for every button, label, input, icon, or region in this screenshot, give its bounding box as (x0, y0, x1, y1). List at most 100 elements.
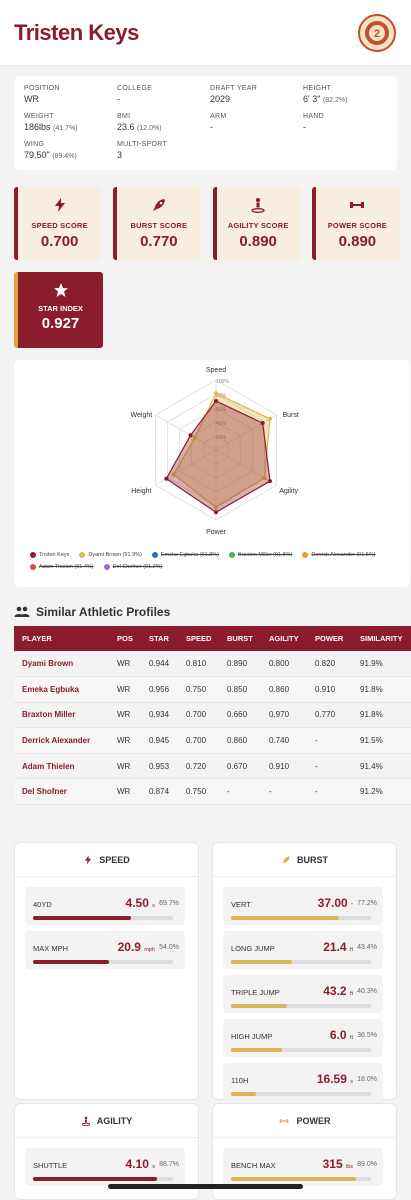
info-draft-year: DRAFT YEAR 2029 (210, 85, 258, 104)
player-name-cell[interactable]: Dyami Brown (14, 651, 109, 678)
col-similarity[interactable]: SIMILARITY (352, 626, 411, 651)
metric-label: VERT (231, 900, 251, 909)
radar-point (171, 472, 176, 477)
legend-label: Tristen Keys (39, 552, 70, 558)
info-wing: WING 79.50" (89.4%) (24, 141, 77, 160)
legend-item[interactable]: Del Shofner (91.2%) (103, 564, 162, 570)
metric-bar-fill (33, 960, 109, 964)
col-agility[interactable]: AGILITY (261, 626, 307, 651)
info-arm: ARM - (210, 113, 227, 132)
metric-label: HIGH JUMP (231, 1032, 273, 1041)
table-cell: 0.700 (178, 702, 219, 729)
legend-item[interactable]: Braxton Miller (91.8%) (228, 552, 292, 558)
power-panel-title: POWER (296, 1115, 331, 1126)
player-name-cell[interactable]: Emeka Egbuka (14, 676, 109, 703)
home-indicator[interactable] (108, 1184, 303, 1189)
table-cell: 91.5% (352, 727, 411, 754)
table-cell: WR (109, 676, 141, 703)
player-name-cell[interactable]: Del Shofner (14, 778, 109, 806)
legend-item[interactable]: Adam Thielen (91.4%) (30, 564, 94, 570)
metric-bar-fill (231, 1177, 356, 1181)
col-star[interactable]: STAR (141, 626, 178, 651)
table-cell: 0.874 (141, 778, 178, 806)
table-row[interactable]: Braxton Miller WR 0.934 0.700 0.660 0.970 0.77… (14, 702, 411, 729)
table-row[interactable]: Emeka Egbuka WR 0.956 0.750 0.850 0.860 0.910 9… (14, 676, 411, 703)
table-cell: 0.670 (219, 753, 261, 780)
player-name-cell[interactable]: Braxton Miller (14, 702, 109, 729)
agility-panel-title: AGILITY (96, 1115, 133, 1126)
metric-value: 21.4 ft (323, 940, 353, 954)
table-row[interactable]: Adam Thielen WR 0.953 0.720 0.670 0.910-91.4% (14, 753, 411, 780)
legend-label: Derrick Alexander (91.5%) (311, 552, 376, 558)
radar-point (260, 421, 265, 426)
metric-label: SHUTTLE (33, 1161, 68, 1170)
table-row[interactable]: Del Shofner WR 0.874 0.750- - -91.2% (14, 778, 411, 806)
legend-item[interactable]: Emeka Egbuka (91.8%) (151, 552, 219, 558)
metric-value: 20.9 mph (117, 940, 155, 954)
radar-axis-line (215, 414, 277, 451)
info-multi-sport: MULTI-SPORT 3 (117, 141, 168, 160)
metric-bar-fill (231, 960, 292, 964)
col-speed[interactable]: SPEED (178, 626, 219, 651)
table-cell: 0.910 (261, 753, 307, 780)
users-icon (14, 606, 30, 617)
radar-point (214, 505, 218, 510)
player-name-cell[interactable]: Adam Thielen (14, 753, 109, 780)
burst-score-label: BURST SCORE (130, 221, 188, 230)
agility-panel-header: AGILITY (15, 1104, 198, 1138)
power-panel-header: POWER (213, 1104, 396, 1138)
speed-score-card: SPEED SCORE 0.700 (14, 187, 102, 260)
player-name-cell[interactable]: Derrick Alexander (14, 727, 109, 754)
speed-panel: SPEED 40YD 4.50 s 69.7% MAX MPH 20.9 mph 54.0… (14, 842, 199, 1100)
similar-profiles-title: Similar Athletic Profiles (36, 605, 171, 619)
metric-percentile: 43.4% (357, 944, 377, 951)
similar-profiles-table: PLAYER POS STAR SPEED BURST AGILITY POWE… (14, 626, 411, 806)
table-row[interactable]: Dyami Brown WR 0.944 0.810 0.890 0.800 0.820 91… (14, 651, 411, 678)
speed-score-label: SPEED SCORE (31, 221, 88, 230)
table-cell: 0.860 (261, 676, 307, 703)
table-cell: 0.953 (141, 753, 178, 780)
legend-item[interactable]: Tristen Keys (30, 552, 69, 558)
radar-point (214, 391, 218, 396)
col-player[interactable]: PLAYER (14, 626, 109, 651)
legend-item[interactable]: Derrick Alexander (91.5%) (302, 552, 376, 558)
legend-row-1: Tristen Keys Dyami Brown (91.9%) Emeka Egb… (30, 552, 390, 558)
col-pos[interactable]: POS (109, 626, 141, 651)
info-hand: HAND - (303, 113, 325, 132)
radar-axis-label: Burst (282, 412, 298, 419)
metric-bar-track (231, 1048, 371, 1052)
speed-panel-title: SPEED (99, 854, 130, 865)
metric-40yd: 40YD 4.50 s 69.7% (25, 887, 185, 925)
table-cell: 91.4% (352, 753, 411, 780)
metric-bar-track (33, 916, 173, 920)
power-score-card: POWER SCORE 0.890 (311, 187, 399, 260)
radar-axis-label: Agility (279, 488, 298, 495)
metric-value: 37.00 " (317, 896, 353, 910)
metric-high-jump: HIGH JUMP 6.0 ft 36.5% (223, 1019, 383, 1057)
radar-axis-label: Height (131, 488, 151, 495)
burst-panel-title: BURST (297, 854, 328, 865)
metric-percentile: 88.7% (159, 1161, 179, 1168)
info-weight: WEIGHT 186lbs (41.7%) (24, 113, 78, 132)
radar-chart: 100%80%60%40%20%SpeedBurstAgilityPowerHe… (131, 367, 299, 536)
table-row[interactable]: Derrick Alexander WR 0.945 0.700 0.860 0.740-… (14, 727, 411, 754)
star-index-card: STAR INDEX 0.927 (14, 272, 103, 348)
table-cell: 0.910 (307, 676, 352, 703)
metric-triple-jump: TRIPLE JUMP 43.2 ft 40.3% (223, 975, 383, 1013)
table-cell: 91.2% (352, 778, 411, 806)
legend-item[interactable]: Dyami Brown (91.9%) (79, 552, 142, 558)
bolt-icon (85, 855, 92, 864)
dumbbell-icon (350, 202, 365, 208)
col-burst[interactable]: BURST (219, 626, 261, 651)
metric-label: BENCH MAX (231, 1161, 276, 1170)
table-cell: 0.934 (141, 702, 178, 729)
table-cell: 0.820 (307, 651, 352, 678)
radar-chart-card: 100% 80% 60% 40% 20% Speed Burst Agility Power He… (14, 360, 410, 587)
metric-bar-fill (231, 1004, 288, 1008)
col-power[interactable]: POWER (307, 626, 352, 651)
legend-swatch (30, 564, 36, 570)
metric-long-jump: LONG JUMP 21.4 ft 43.4% (223, 931, 383, 969)
radar-point (192, 435, 197, 440)
table-cell: 0.850 (219, 676, 261, 703)
legend-swatch (151, 552, 158, 558)
